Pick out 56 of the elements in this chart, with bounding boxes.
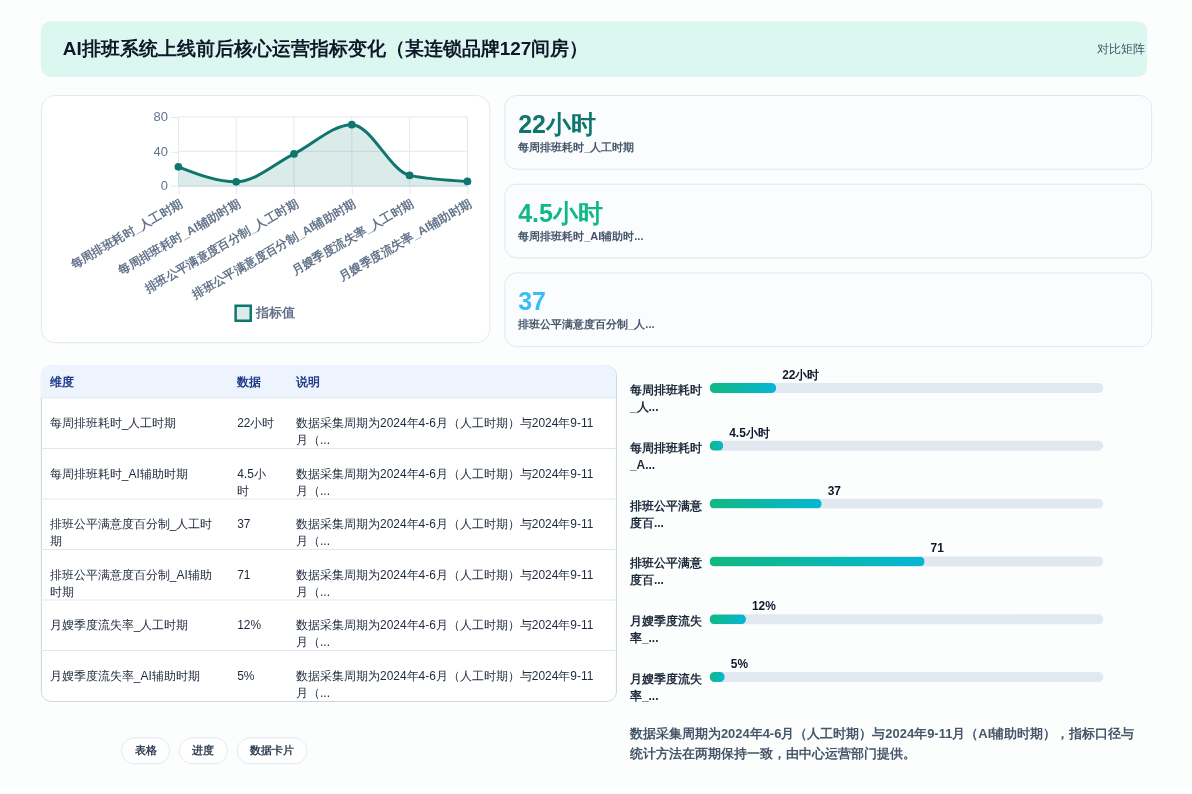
- text: 5%: [237, 668, 255, 683]
- text: 4.5小时: [237, 466, 266, 498]
- category-label: 每周排班耗时_人工时期: [49, 416, 177, 431]
- data-label: 37: [827, 483, 842, 498]
- text: 71: [237, 567, 251, 582]
- category-label: 每周排班耗时_人工时期: [517, 140, 635, 154]
- text: 数据采集周期为2024年4-6月（人工时期）与2024年9-11月（...: [296, 668, 594, 700]
- text: 数据采集周期为2024年4-6月（人工时期）与2024年9-11月（...: [296, 618, 594, 650]
- text: 37: [237, 517, 251, 532]
- text: 4.5小时: [518, 198, 603, 227]
- point: [463, 177, 472, 186]
- legend-label: 指标值: [255, 305, 296, 321]
- y-tick-label: 0: [160, 178, 168, 194]
- text: 22小时: [518, 109, 596, 138]
- category-label: 每周排班耗时_AI辅助时期: [49, 466, 188, 481]
- category-label: 每周排班耗时_AI辅助时...: [517, 229, 644, 242]
- text: 数据采集周期为2024年4-6月（人工时期）与2024年9-11月（AI辅助时期），指标口径与统计方法在两期保持一致，由中心运营部门提供。: [628, 725, 1135, 761]
- y-tick-label: 排班公平满意度百...: [628, 498, 703, 530]
- category-label: 排班公平满意度百分制_人工时期: [49, 517, 213, 549]
- text: 数据采集周期为2024年4-6月（人工时期）与2024年9-11月（...: [296, 466, 594, 498]
- text: 12%: [237, 618, 262, 633]
- point: [290, 150, 298, 158]
- text: 表格: [133, 743, 158, 756]
- text: 进度: [191, 743, 215, 756]
- category-label: 排班公平满意度百分制_AI辅助时期: [49, 567, 212, 599]
- y-tick-label: 月嫂季度流失率_...: [628, 614, 703, 646]
- text: 数据采集周期为2024年4-6月（人工时期）与2024年9-11月（...: [296, 416, 594, 448]
- y-tick-label: 月嫂季度流失率_...: [628, 672, 703, 703]
- data-label: 22小时: [782, 368, 820, 383]
- data-label: 4.5小时: [729, 425, 770, 440]
- text: 数据采集周期为2024年4-6月（人工时期）与2024年9-11月（...: [296, 517, 594, 549]
- text: 22小时: [237, 416, 275, 431]
- y-tick-label: 80: [153, 109, 168, 125]
- point: [232, 177, 241, 186]
- data-label: 5%: [730, 657, 749, 672]
- data-label: 12%: [751, 599, 777, 614]
- category-label: 月嫂季度流失率_人工时期: [49, 618, 189, 633]
- category-label: 排班公平满意度百分制_人...: [517, 318, 655, 332]
- point: [347, 120, 356, 129]
- text: 对比矩阵: [1097, 42, 1146, 57]
- y-tick-label: 40: [153, 143, 168, 159]
- text: 维度: [48, 374, 74, 389]
- text: 37: [518, 287, 546, 316]
- point: [405, 171, 414, 180]
- point: [174, 162, 183, 171]
- bar: [709, 383, 777, 393]
- text: 说明: [295, 374, 321, 389]
- data-label: 71: [930, 541, 945, 556]
- text: 数据: [236, 374, 262, 389]
- y-tick-label: 每周排班耗时_A...: [628, 440, 702, 472]
- text: AI排班系统上线前后核心运营指标变化（某连锁品牌127间房）: [62, 38, 589, 60]
- y-tick-label: 每周排班耗时_人...: [628, 383, 702, 414]
- text: 数据采集周期为2024年4-6月（人工时期）与2024年9-11月（...: [296, 567, 594, 599]
- text: 数据卡片: [249, 743, 295, 756]
- y-tick-label: 排班公平满意度百...: [628, 556, 703, 588]
- category-label: 月嫂季度流失率_AI辅助时期: [49, 668, 200, 683]
